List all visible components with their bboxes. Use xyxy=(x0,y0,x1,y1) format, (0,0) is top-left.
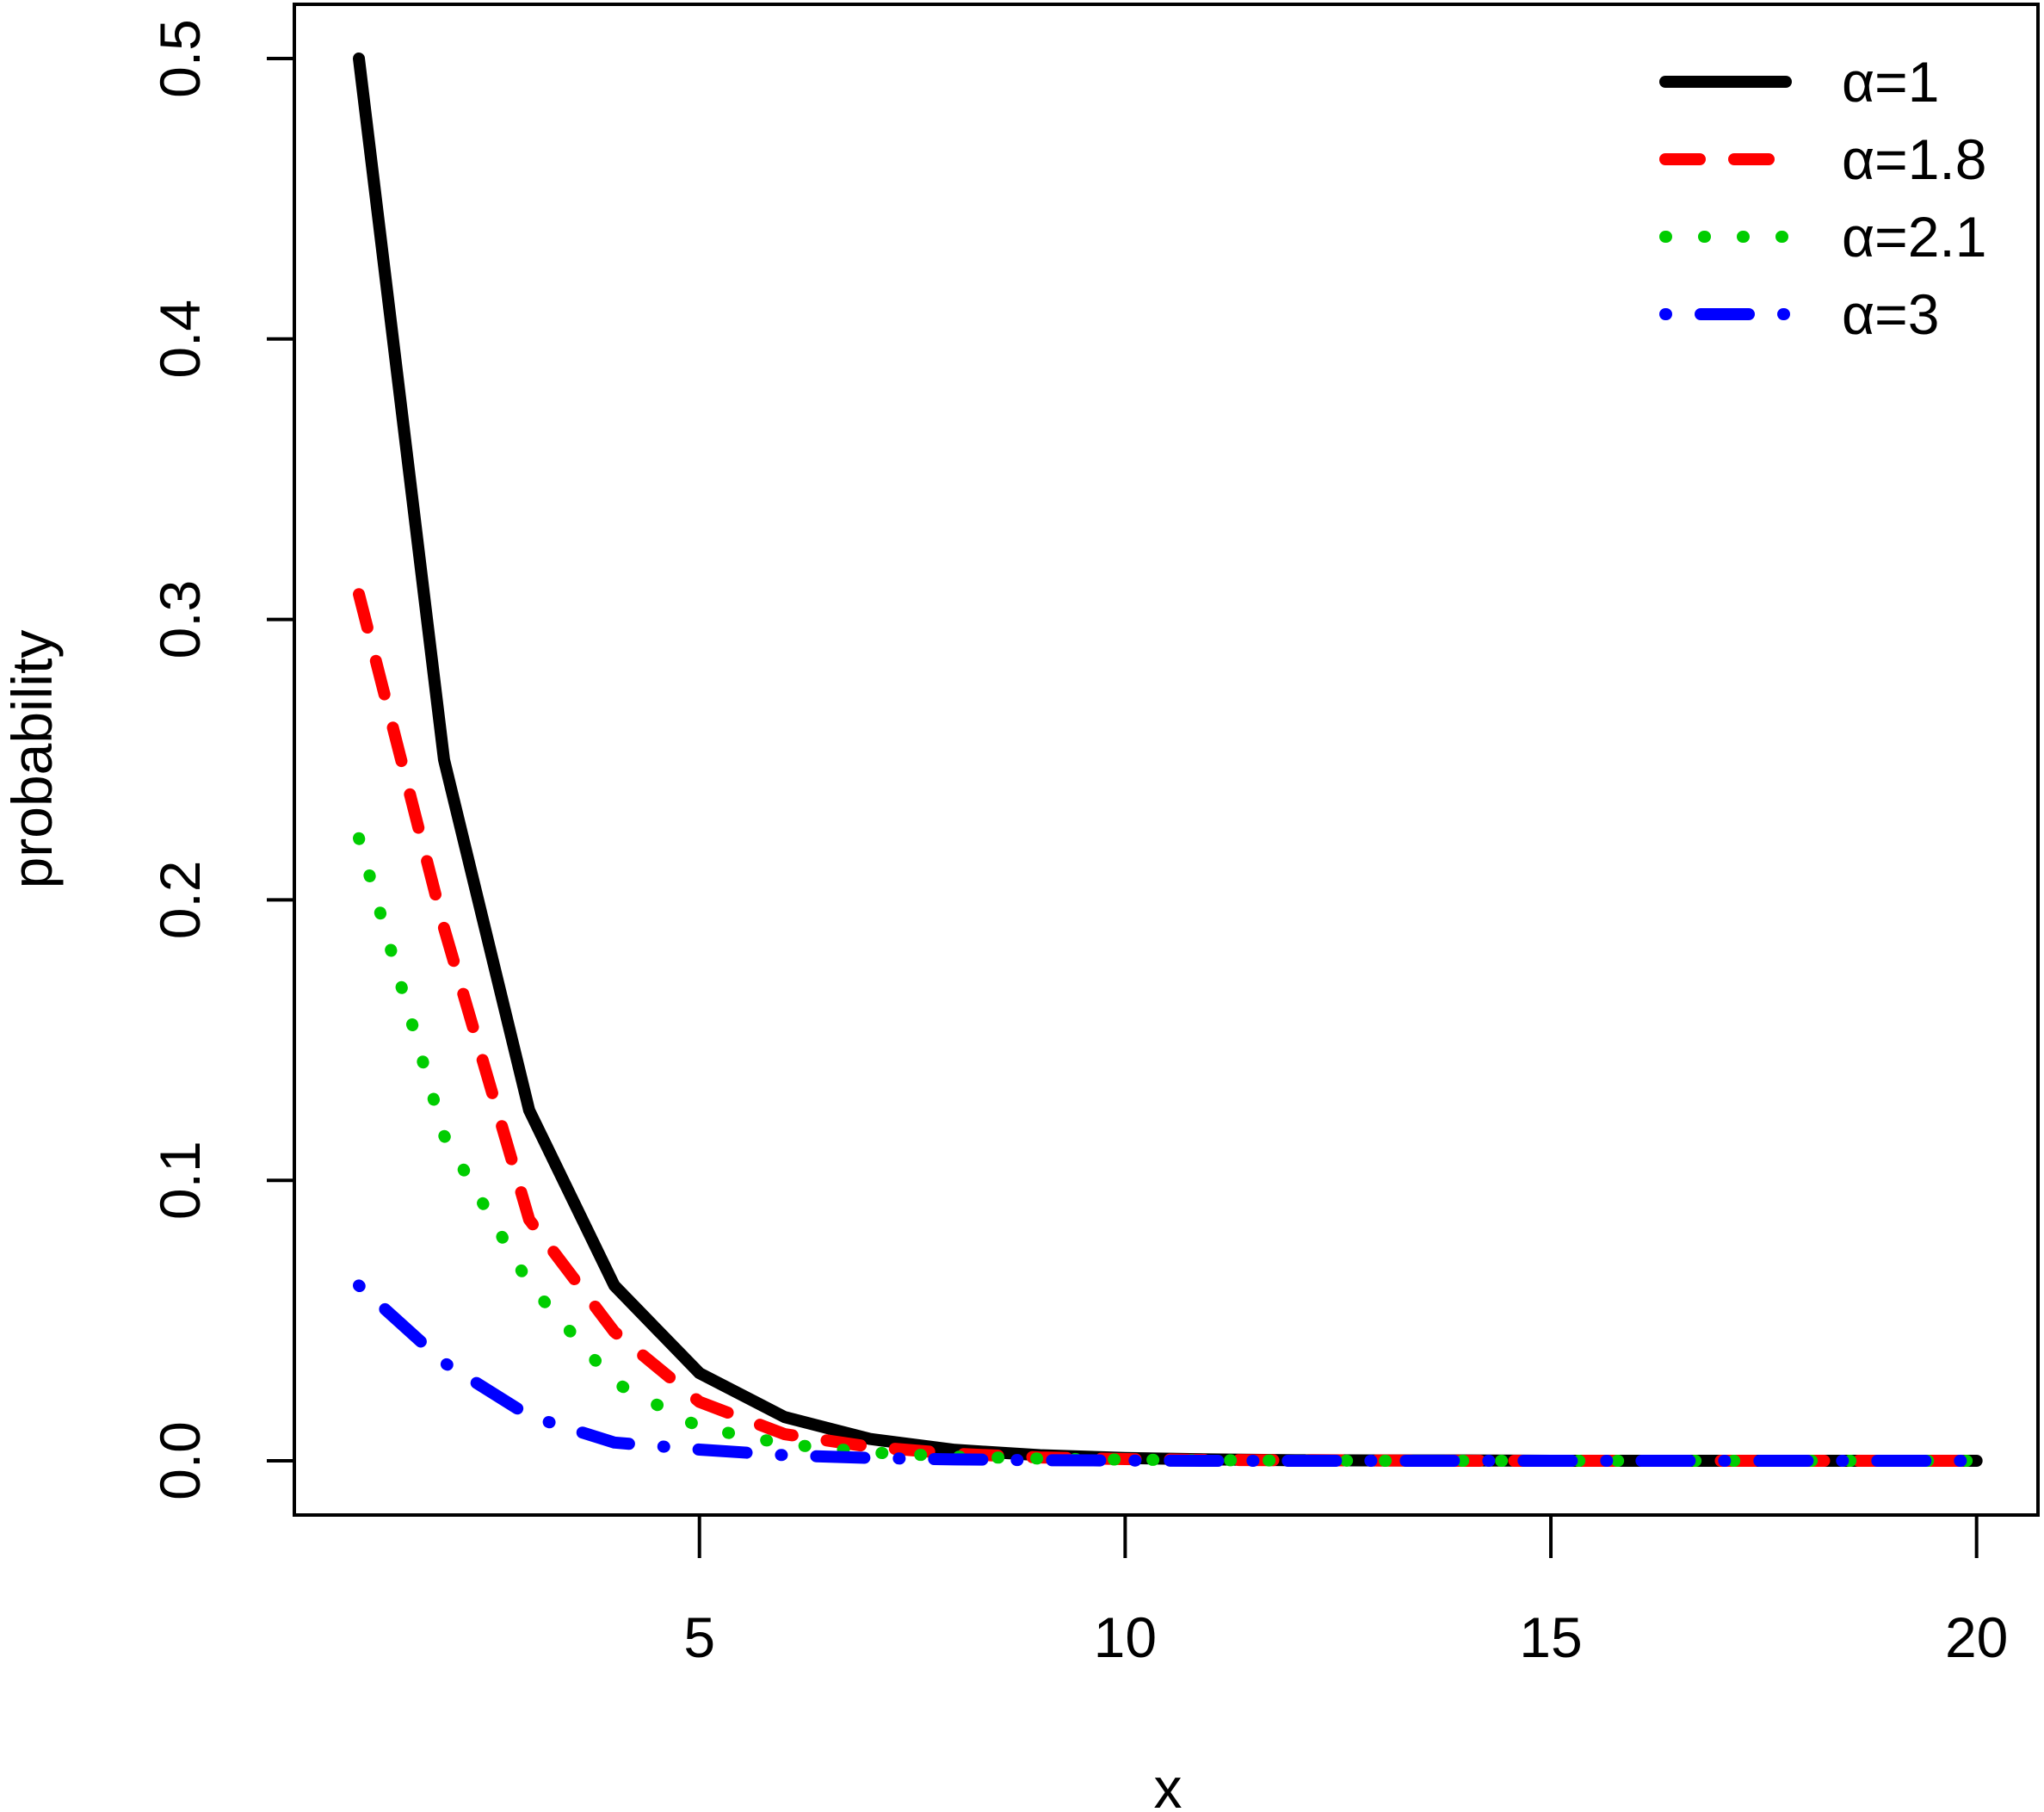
y-tick-label: 0.4 xyxy=(148,300,212,379)
y-tick-label: 0.2 xyxy=(148,861,212,940)
y-axis-label: probability xyxy=(0,630,64,889)
y-tick-label: 0.5 xyxy=(148,19,212,98)
y-tick-label: 0.3 xyxy=(148,580,212,659)
series-line-4 xyxy=(353,1279,1983,1467)
x-tick-label: 15 xyxy=(1519,1605,1582,1669)
y-tick-label: 0.0 xyxy=(148,1421,212,1500)
legend-label: α=2.1 xyxy=(1842,205,1986,269)
x-tick-label: 20 xyxy=(1945,1605,2008,1669)
plot-frame xyxy=(293,3,2040,1517)
y-tick-label: 0.1 xyxy=(148,1141,212,1220)
series-line-2 xyxy=(353,588,1983,1467)
legend-label: α=1.8 xyxy=(1842,127,1986,191)
series-line-1 xyxy=(353,53,1983,1467)
legend-label: α=3 xyxy=(1842,282,1939,346)
x-tick-label: 5 xyxy=(683,1605,715,1669)
series-line-3 xyxy=(353,832,1983,1467)
x-tick-label: 10 xyxy=(1094,1605,1157,1669)
legend-label: α=1 xyxy=(1842,50,1939,114)
x-axis-label: x xyxy=(1154,1756,1183,1812)
